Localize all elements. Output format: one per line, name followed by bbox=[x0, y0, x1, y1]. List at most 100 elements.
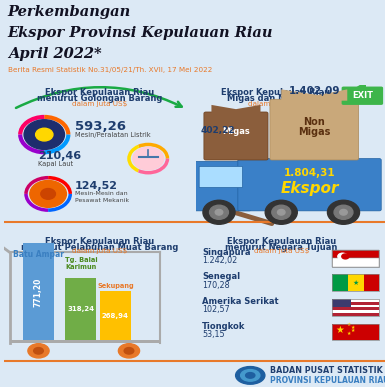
FancyBboxPatch shape bbox=[199, 166, 243, 188]
Text: ★: ★ bbox=[353, 280, 359, 286]
FancyBboxPatch shape bbox=[100, 291, 131, 341]
Circle shape bbox=[215, 209, 223, 215]
FancyBboxPatch shape bbox=[332, 299, 351, 307]
Text: Tg. Balai
Karimun: Tg. Balai Karimun bbox=[65, 257, 97, 271]
Text: EXIT: EXIT bbox=[352, 91, 373, 100]
FancyBboxPatch shape bbox=[348, 274, 363, 291]
Circle shape bbox=[340, 209, 347, 215]
Text: menurut Golongan Barang: menurut Golongan Barang bbox=[37, 94, 163, 103]
FancyBboxPatch shape bbox=[332, 299, 379, 302]
Polygon shape bbox=[355, 81, 366, 88]
Text: Tiongkok: Tiongkok bbox=[202, 322, 245, 330]
FancyBboxPatch shape bbox=[341, 87, 383, 105]
FancyArrowPatch shape bbox=[16, 87, 182, 108]
Circle shape bbox=[236, 366, 265, 384]
Text: ★: ★ bbox=[347, 322, 352, 327]
Text: Ekspor Kepulauan Riau: Ekspor Kepulauan Riau bbox=[45, 237, 155, 246]
Circle shape bbox=[24, 120, 65, 149]
Text: Singapura: Singapura bbox=[202, 248, 251, 257]
Text: 102,57: 102,57 bbox=[202, 305, 230, 315]
Polygon shape bbox=[281, 89, 347, 101]
Text: Ekspor Kepulauan Riau: Ekspor Kepulauan Riau bbox=[227, 237, 336, 246]
Circle shape bbox=[241, 370, 260, 381]
Circle shape bbox=[203, 200, 235, 224]
Circle shape bbox=[34, 348, 43, 354]
FancyBboxPatch shape bbox=[270, 99, 358, 160]
Text: Kapal Laut: Kapal Laut bbox=[38, 161, 74, 167]
Text: 771,20: 771,20 bbox=[34, 277, 43, 307]
FancyBboxPatch shape bbox=[332, 310, 379, 313]
Text: menurut Negara Tujuan: menurut Negara Tujuan bbox=[225, 243, 337, 252]
Circle shape bbox=[272, 205, 291, 219]
FancyBboxPatch shape bbox=[332, 274, 348, 291]
Circle shape bbox=[124, 348, 134, 354]
Text: ★: ★ bbox=[347, 331, 352, 336]
FancyBboxPatch shape bbox=[238, 159, 381, 211]
Text: PROVINSI KEPULAUAN RIAU: PROVINSI KEPULAUAN RIAU bbox=[270, 376, 385, 385]
Text: Pesawat Mekanik: Pesawat Mekanik bbox=[75, 199, 129, 204]
Circle shape bbox=[338, 253, 347, 260]
Text: 1.804,31: 1.804,31 bbox=[284, 168, 335, 178]
Circle shape bbox=[342, 254, 349, 259]
FancyBboxPatch shape bbox=[332, 307, 379, 310]
Text: Batu Ampar: Batu Ampar bbox=[13, 250, 64, 259]
Text: 124,52: 124,52 bbox=[75, 181, 118, 191]
Text: April 2022*: April 2022* bbox=[8, 46, 101, 60]
Text: 593,26: 593,26 bbox=[75, 120, 126, 133]
Text: Mesin/Peralatan Listrik: Mesin/Peralatan Listrik bbox=[75, 132, 151, 138]
Circle shape bbox=[246, 373, 255, 378]
FancyBboxPatch shape bbox=[10, 340, 160, 343]
Text: Migas dan Nonmigas: Migas dan Nonmigas bbox=[227, 94, 325, 103]
Text: Berita Resmi Statistik No.31/05/21/Th. XVII, 17 Mei 2022: Berita Resmi Statistik No.31/05/21/Th. X… bbox=[8, 67, 212, 73]
Text: Sekupang: Sekupang bbox=[97, 283, 134, 289]
FancyBboxPatch shape bbox=[363, 274, 379, 291]
Circle shape bbox=[334, 205, 353, 219]
Text: menurut Pelabuhan Muat Barang: menurut Pelabuhan Muat Barang bbox=[22, 243, 179, 252]
Text: 1.402,09: 1.402,09 bbox=[288, 86, 340, 96]
Text: ★: ★ bbox=[335, 324, 344, 334]
Text: 170,28: 170,28 bbox=[202, 281, 229, 290]
Text: BADAN PUSAT STATISTIK: BADAN PUSAT STATISTIK bbox=[270, 366, 382, 375]
Text: Mesin-Mesin dan: Mesin-Mesin dan bbox=[75, 192, 128, 197]
Circle shape bbox=[30, 180, 66, 207]
FancyBboxPatch shape bbox=[204, 112, 268, 160]
Circle shape bbox=[209, 205, 228, 219]
Text: Senegal: Senegal bbox=[202, 272, 240, 281]
FancyBboxPatch shape bbox=[332, 258, 379, 267]
Text: 402,22: 402,22 bbox=[200, 126, 235, 135]
Text: Ekspor Kepulauan Riau: Ekspor Kepulauan Riau bbox=[45, 88, 155, 97]
Text: Ekspor Kepulauan Riau: Ekspor Kepulauan Riau bbox=[221, 88, 330, 97]
Text: Migas: Migas bbox=[222, 127, 250, 136]
Text: 1.242,02: 1.242,02 bbox=[202, 256, 237, 265]
Text: 318,24: 318,24 bbox=[67, 307, 94, 312]
Circle shape bbox=[265, 200, 297, 224]
Text: ★: ★ bbox=[351, 328, 355, 333]
FancyBboxPatch shape bbox=[332, 250, 379, 258]
Text: dalam juta US$: dalam juta US$ bbox=[72, 248, 128, 254]
Text: Perkembangan: Perkembangan bbox=[8, 5, 131, 19]
FancyBboxPatch shape bbox=[332, 302, 379, 305]
Text: Ekspor: Ekspor bbox=[280, 181, 339, 196]
Text: Ekspor Provinsi Kepulauan Riau: Ekspor Provinsi Kepulauan Riau bbox=[8, 26, 273, 40]
Text: dalam juta US$: dalam juta US$ bbox=[248, 101, 303, 107]
Text: ★: ★ bbox=[351, 325, 355, 330]
Polygon shape bbox=[211, 105, 261, 113]
Text: 210,46: 210,46 bbox=[38, 151, 82, 161]
FancyBboxPatch shape bbox=[332, 305, 379, 307]
Circle shape bbox=[328, 200, 360, 224]
FancyBboxPatch shape bbox=[65, 278, 96, 341]
Text: 268,94: 268,94 bbox=[102, 313, 129, 319]
FancyBboxPatch shape bbox=[332, 313, 379, 316]
Circle shape bbox=[133, 147, 164, 170]
Circle shape bbox=[278, 209, 285, 215]
Text: dalam juta US$: dalam juta US$ bbox=[72, 101, 128, 107]
Text: Amerika Serikat: Amerika Serikat bbox=[202, 297, 279, 306]
Text: Non: Non bbox=[303, 117, 325, 127]
Text: 53,15: 53,15 bbox=[202, 330, 224, 339]
Circle shape bbox=[36, 128, 53, 141]
FancyBboxPatch shape bbox=[23, 243, 54, 341]
Circle shape bbox=[28, 344, 49, 358]
FancyBboxPatch shape bbox=[194, 161, 251, 211]
Text: Migas: Migas bbox=[298, 127, 330, 137]
FancyBboxPatch shape bbox=[332, 324, 379, 341]
